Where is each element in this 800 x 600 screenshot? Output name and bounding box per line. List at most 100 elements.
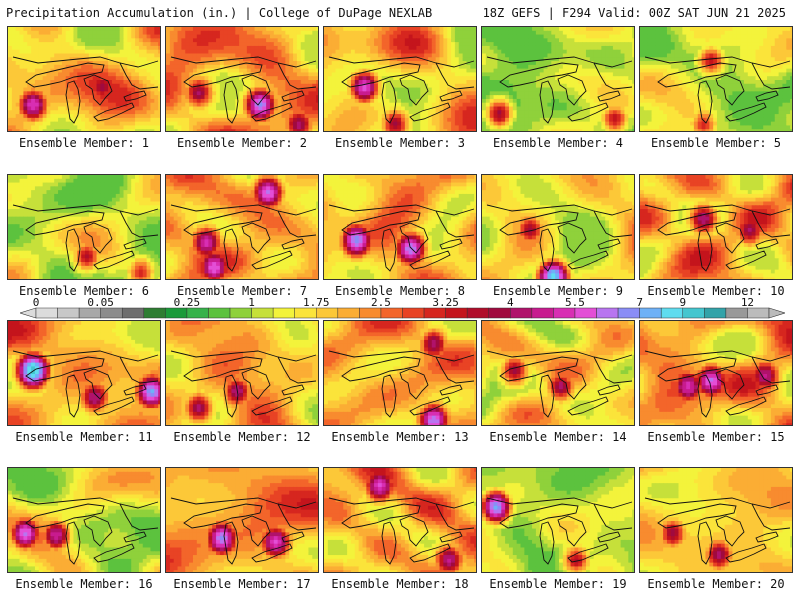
member-caption: Ensemble Member: 15 [637, 430, 795, 444]
member-caption: Ensemble Member: 11 [5, 430, 163, 444]
colorbar-bin [423, 307, 446, 319]
colorbar-bin [121, 307, 145, 319]
great-lakes-outline [12, 56, 159, 124]
colorbar-tick-label: 4 [507, 296, 514, 309]
member-map [7, 467, 161, 573]
member-map [481, 467, 635, 573]
great-lakes-outline [170, 204, 317, 272]
member-map [323, 174, 477, 280]
great-lakes-outline [170, 497, 317, 565]
great-lakes-outline [644, 350, 791, 418]
member-caption: Ensemble Member: 10 [637, 284, 795, 298]
member-map [481, 174, 635, 280]
member-caption: Ensemble Member: 18 [321, 577, 479, 591]
colorbar-bin [380, 307, 403, 319]
colorbar-bin [660, 307, 684, 319]
great-lakes-outline [328, 497, 475, 565]
member-map [7, 26, 161, 132]
colorbar-bin [402, 307, 425, 319]
member-caption: Ensemble Member: 6 [5, 284, 163, 298]
colorbar-bin [617, 307, 640, 319]
great-lakes-outline [170, 56, 317, 124]
member-caption: Ensemble Member: 19 [479, 577, 637, 591]
colorbar-bin [359, 307, 382, 319]
colorbar-bin [78, 307, 101, 319]
great-lakes-outline [12, 204, 159, 272]
member-caption: Ensemble Member: 9 [479, 284, 637, 298]
great-lakes-outline [12, 497, 159, 565]
great-lakes-outline [328, 204, 475, 272]
member-map [165, 467, 319, 573]
member-caption: Ensemble Member: 20 [637, 577, 795, 591]
member-caption: Ensemble Member: 17 [163, 577, 321, 591]
colorbar [20, 307, 785, 319]
member-map [639, 320, 793, 426]
member-map [165, 174, 319, 280]
colorbar-tick-label: 2.5 [371, 296, 391, 309]
member-map [481, 26, 635, 132]
model-run-info: 18Z GEFS | F294 Valid: 00Z SAT JUN 21 20… [483, 6, 786, 20]
member-map [323, 467, 477, 573]
member-map [7, 174, 161, 280]
member-map [639, 467, 793, 573]
great-lakes-outline [328, 56, 475, 124]
great-lakes-outline [644, 204, 791, 272]
colorbar-tick-label: 0 [33, 296, 40, 309]
member-caption: Ensemble Member: 12 [163, 430, 321, 444]
member-caption: Ensemble Member: 5 [637, 136, 795, 150]
member-map [323, 320, 477, 426]
colorbar-bin [531, 307, 554, 319]
colorbar-tick-label: 12 [741, 296, 754, 309]
great-lakes-outline [12, 350, 159, 418]
colorbar-bin [553, 307, 576, 319]
member-map [165, 320, 319, 426]
colorbar-bin [682, 307, 705, 319]
colorbar-tick-label: 3.25 [432, 296, 459, 309]
colorbar-bin [466, 307, 489, 319]
colorbar-tick-label: 1.75 [303, 296, 330, 309]
colorbar-bin [725, 307, 748, 319]
colorbar-bin [596, 307, 619, 319]
colorbar-tick-label: 0.05 [87, 296, 114, 309]
colorbar-tick-label: 5.5 [565, 296, 585, 309]
member-map [481, 320, 635, 426]
member-map [7, 320, 161, 426]
great-lakes-outline [486, 56, 633, 124]
colorbar-bin [186, 307, 209, 319]
colorbar-bin [272, 307, 295, 319]
member-caption: Ensemble Member: 8 [321, 284, 479, 298]
member-map [639, 174, 793, 280]
colorbar-tick-label: 0.25 [174, 296, 201, 309]
member-caption: Ensemble Member: 16 [5, 577, 163, 591]
member-caption: Ensemble Member: 3 [321, 136, 479, 150]
member-caption: Ensemble Member: 1 [5, 136, 163, 150]
colorbar-bin [510, 307, 533, 319]
member-map [323, 26, 477, 132]
member-caption: Ensemble Member: 7 [163, 284, 321, 298]
colorbar-bin [100, 307, 123, 319]
colorbar-bin [143, 307, 166, 319]
colorbar-tick-label: 9 [679, 296, 686, 309]
colorbar-bin [165, 307, 188, 319]
colorbar-bin [294, 307, 317, 319]
member-caption: Ensemble Member: 4 [479, 136, 637, 150]
map-title: Precipitation Accumulation (in.) | Colle… [6, 6, 432, 20]
colorbar-bin [251, 307, 274, 319]
colorbar-bin [229, 307, 252, 319]
member-caption: Ensemble Member: 2 [163, 136, 321, 150]
colorbar-bin [574, 307, 597, 319]
colorbar-bin [747, 307, 770, 319]
member-map [165, 26, 319, 132]
great-lakes-outline [170, 350, 317, 418]
colorbar-bin [445, 307, 468, 319]
colorbar-bin [316, 307, 339, 319]
great-lakes-outline [486, 350, 633, 418]
member-caption: Ensemble Member: 13 [321, 430, 479, 444]
colorbar-tick-label: 7 [636, 296, 643, 309]
colorbar-bin [488, 307, 511, 319]
colorbar-bin [57, 307, 80, 319]
colorbar-tick-label: 1 [248, 296, 255, 309]
great-lakes-outline [486, 497, 633, 565]
colorbar-bin [337, 307, 360, 319]
colorbar-bin [639, 307, 662, 319]
